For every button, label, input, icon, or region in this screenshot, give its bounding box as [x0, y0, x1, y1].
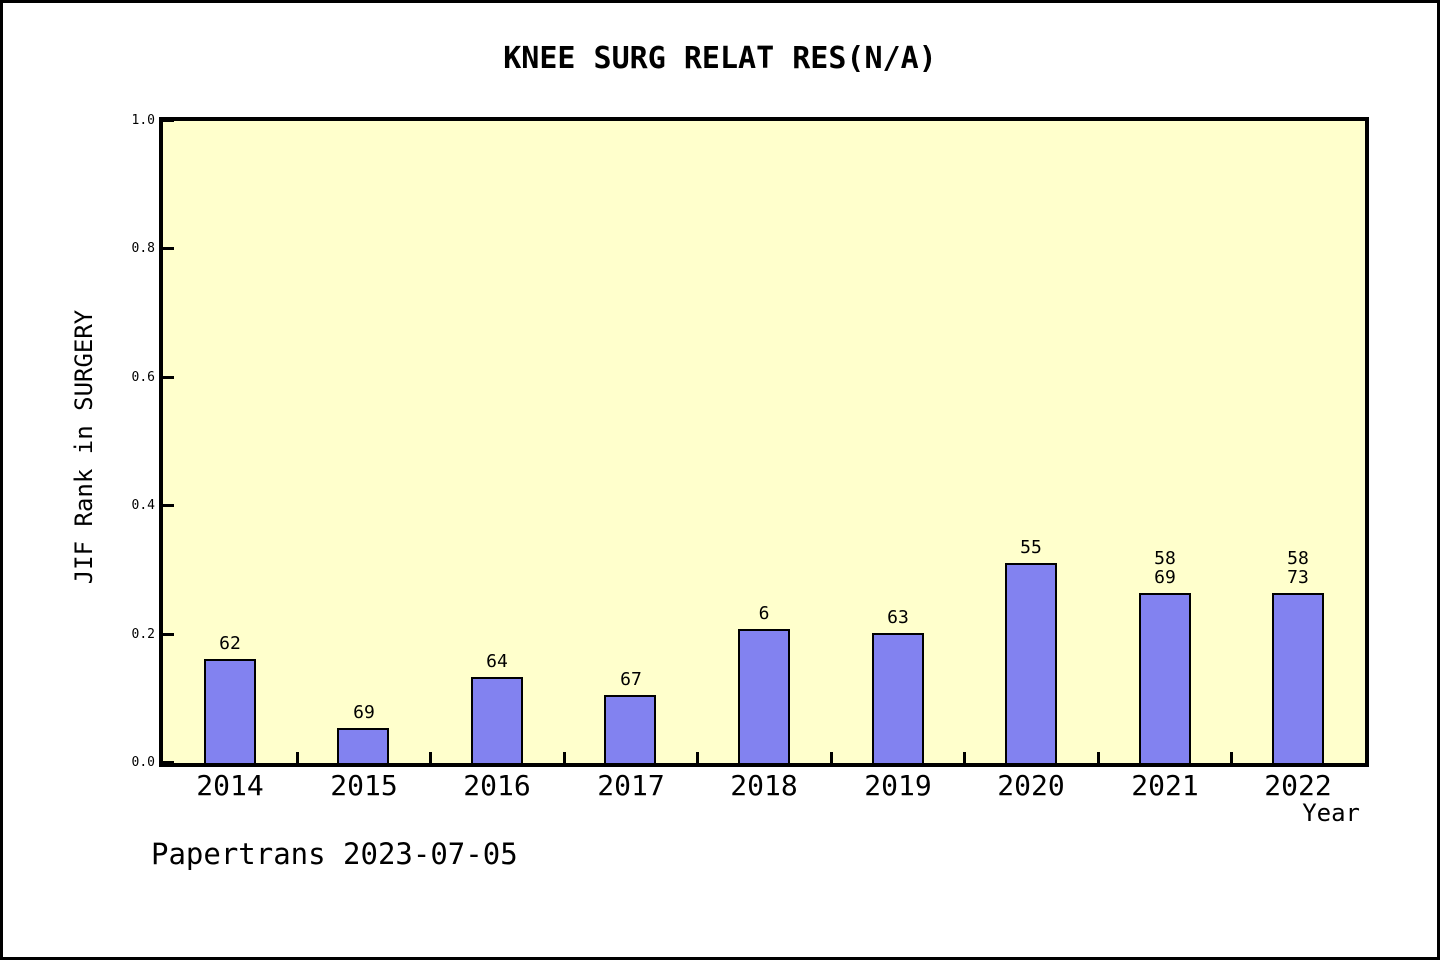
x-tick-label-2014: 2014	[196, 769, 264, 802]
x-tick	[830, 752, 833, 763]
y-tick-label: 0.6	[131, 370, 155, 385]
watermark-text: Papertrans 2023-07-05	[151, 837, 518, 871]
bar-value-label: 67	[620, 669, 642, 690]
x-tick-label-2015: 2015	[330, 769, 398, 802]
y-tick	[163, 119, 174, 122]
bar-2022	[1272, 593, 1324, 763]
bar-2018	[738, 629, 790, 763]
bar-2015	[337, 728, 389, 763]
y-tick-label: 0.4	[131, 498, 155, 513]
x-tick-label-2017: 2017	[597, 769, 665, 802]
x-tick-label-2021: 2021	[1131, 769, 1199, 802]
y-axis-title: JIF Rank in SURGERY	[70, 309, 98, 585]
y-tick-label: 0.0	[131, 755, 155, 770]
bar-2019	[872, 633, 924, 763]
x-tick-label-2022: 2022	[1264, 769, 1332, 802]
bar-value-label: 58 73	[1287, 548, 1309, 588]
bar-value-label: 63	[887, 607, 909, 628]
y-tick-label: 0.8	[131, 241, 155, 256]
bar-value-label: 6	[758, 603, 770, 624]
bar-2014	[204, 659, 256, 763]
x-tick	[563, 752, 566, 763]
x-tick	[963, 752, 966, 763]
bar-2017	[604, 695, 656, 763]
y-tick	[163, 761, 174, 764]
y-tick-label: 0.2	[131, 627, 155, 642]
x-tick-label-2020: 2020	[997, 769, 1065, 802]
y-tick	[163, 247, 174, 250]
y-tick	[163, 633, 174, 636]
bar-value-label: 69	[353, 702, 375, 723]
x-tick-label-2019: 2019	[864, 769, 932, 802]
x-tick-label-2018: 2018	[730, 769, 798, 802]
plot-area: 62 69 64 67 6 63 55 58 69 58 73	[163, 119, 1365, 764]
y-tick	[163, 504, 174, 507]
x-tick-label-2016: 2016	[463, 769, 531, 802]
bar-value-label: 58 69	[1154, 548, 1176, 588]
bar-2020	[1005, 563, 1057, 763]
x-axis-title: Year	[1302, 799, 1360, 827]
bar-2021	[1139, 593, 1191, 763]
chart-title: KNEE SURG RELAT RES(N/A)	[503, 41, 937, 76]
y-tick	[163, 376, 174, 379]
x-tick	[696, 752, 699, 763]
x-tick	[1230, 752, 1233, 763]
x-tick	[1097, 752, 1100, 763]
bar-value-label: 64	[486, 651, 508, 672]
bar-value-label: 62	[219, 633, 241, 654]
bar-value-label: 55	[1020, 537, 1042, 558]
bar-2016	[471, 677, 523, 763]
x-tick	[296, 752, 299, 763]
x-tick	[429, 752, 432, 763]
y-tick-label: 1.0	[131, 113, 155, 128]
